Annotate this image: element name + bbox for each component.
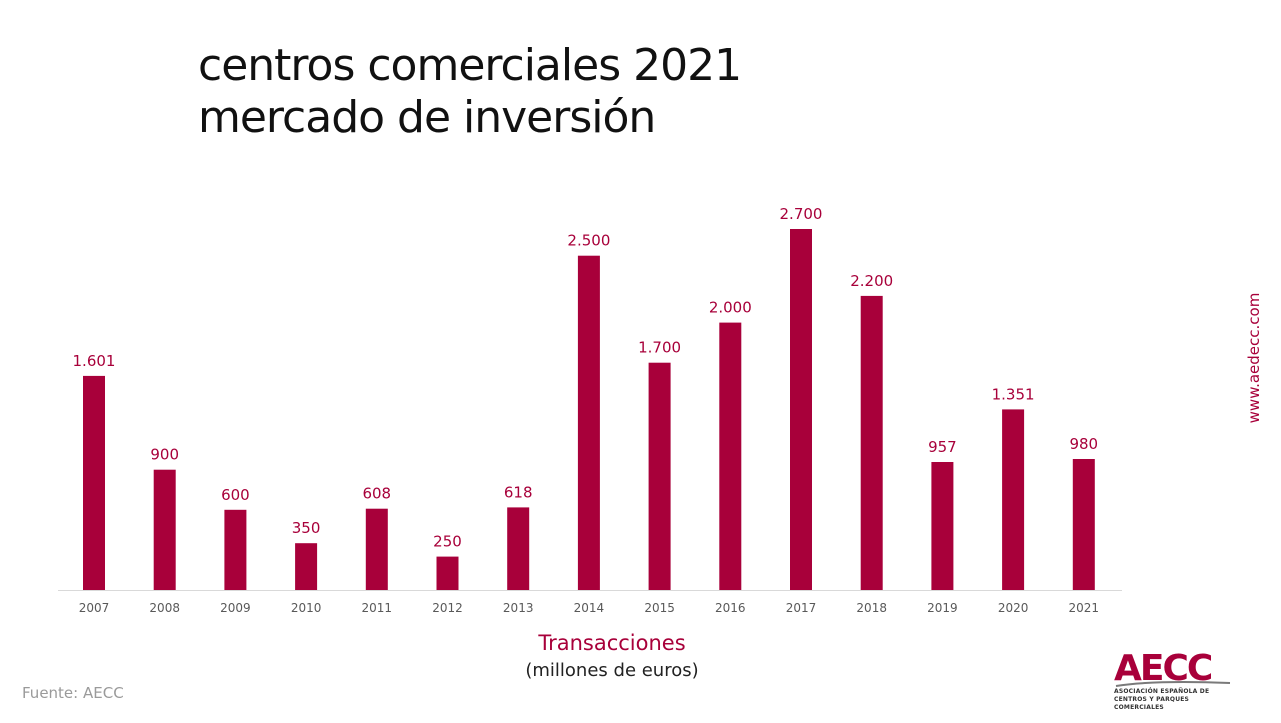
bar-2019 (931, 462, 954, 590)
page-title: centros comerciales 2021 mercado de inve… (198, 40, 742, 144)
bar-2008 (153, 469, 176, 590)
chart-xlabel-sub: (millones de euros) (525, 660, 699, 681)
tick-label-2009: 2009 (220, 601, 251, 615)
tick-label-2017: 2017 (786, 601, 817, 615)
tick-label-2015: 2015 (644, 601, 675, 615)
chart-xlabel: Transacciones (538, 631, 686, 655)
data-label-2014: 2.500 (567, 232, 610, 250)
tick-label-2011: 2011 (362, 601, 393, 615)
logo-subtitle-line-2: CENTROS Y PARQUES COMERCIALES (1114, 696, 1190, 711)
tick-label-2008: 2008 (149, 601, 180, 615)
title-line-2: mercado de inversión (198, 92, 656, 143)
bar-2016 (719, 322, 742, 590)
tick-label-2014: 2014 (574, 601, 605, 615)
data-label-2015: 1.700 (638, 339, 681, 357)
data-label-2021: 980 (1069, 435, 1098, 453)
bar-2012 (436, 556, 459, 590)
tick-label-2020: 2020 (998, 601, 1029, 615)
logo-subtitle-line-1: ASOCIACIÓN ESPAÑOLA DE (1114, 688, 1210, 695)
bar-2020 (1002, 409, 1025, 590)
bar-2015 (648, 362, 671, 590)
bar-series: 1.601 900 600 350 608 250 618 2.500 1.700 2.000 2.… (73, 205, 1098, 590)
bar-2007 (83, 375, 105, 590)
logo-swoosh-icon (1115, 681, 1231, 687)
tick-label-2013: 2013 (503, 601, 534, 615)
aecc-logo: AECC ASOCIACIÓN ESPAÑOLA DE CENTROS Y PA… (1114, 650, 1232, 712)
bar-2013 (507, 507, 530, 590)
tick-label-2012: 2012 (432, 601, 463, 615)
tick-label-2007: 2007 (79, 601, 110, 615)
data-label-2011: 608 (362, 485, 391, 503)
data-label-2017: 2.700 (780, 205, 823, 223)
data-label-2007: 1.601 (73, 352, 116, 370)
title-line-1: centros comerciales 2021 (198, 40, 742, 91)
website-link[interactable]: www.aedecc.com (1245, 292, 1263, 424)
bar-2010 (295, 543, 318, 590)
x-axis-ticks: 2007 2008 2009 2010 2011 2012 2013 2014 2015 2016… (79, 601, 1099, 615)
bar-2011 (365, 508, 388, 590)
bar-2018 (860, 295, 883, 590)
data-label-2020: 1.351 (992, 385, 1035, 403)
data-label-2019: 957 (928, 438, 957, 456)
data-label-2013: 618 (504, 483, 533, 501)
tick-label-2016: 2016 (715, 601, 746, 615)
tick-label-2019: 2019 (927, 601, 958, 615)
data-label-2018: 2.200 (850, 272, 893, 290)
bar-2014 (577, 255, 600, 590)
data-label-2008: 900 (150, 446, 179, 464)
tick-label-2021: 2021 (1069, 601, 1100, 615)
bar-2021 (1072, 459, 1095, 590)
bar-2009 (224, 509, 247, 590)
data-label-2009: 600 (221, 486, 250, 504)
bar-2017 (790, 229, 812, 590)
source-note: Fuente: AECC (22, 684, 124, 702)
tick-label-2018: 2018 (856, 601, 887, 615)
data-label-2016: 2.000 (709, 299, 752, 317)
tick-label-2010: 2010 (291, 601, 322, 615)
data-label-2010: 350 (292, 519, 321, 537)
data-label-2012: 250 (433, 533, 462, 551)
